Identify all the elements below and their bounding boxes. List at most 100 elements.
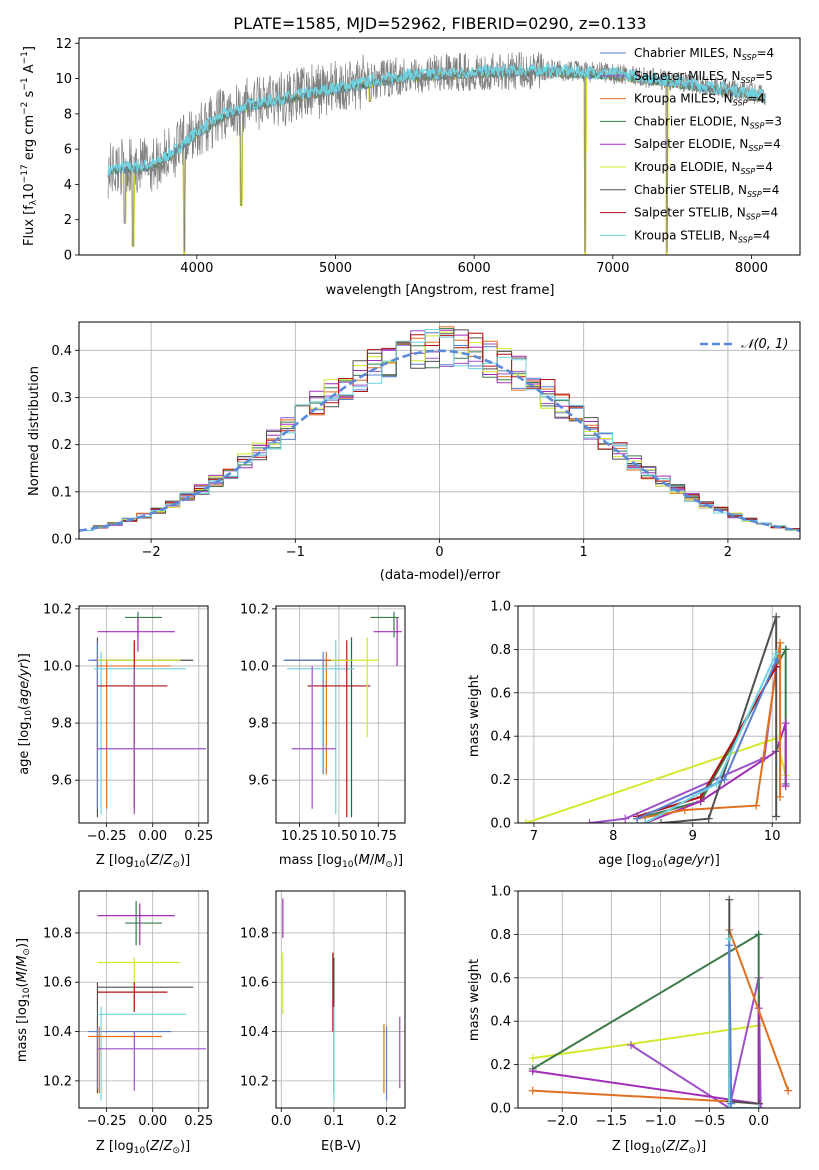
y-tick-label: 8 — [64, 107, 72, 122]
mass-weight-marker — [754, 1104, 763, 1108]
axes-frame — [517, 890, 801, 1109]
x-tick-label: 7000 — [596, 261, 629, 276]
panel8-ylabel: mass weight — [467, 959, 482, 1041]
axes-frame — [78, 605, 209, 824]
y-tick-label: 0.6 — [490, 971, 511, 986]
legend-subscript: SSP — [741, 167, 756, 176]
x-tick-label: 8 — [609, 829, 617, 844]
panel1-title: PLATE=1585, MJD=52962, FIBERID=0290, z=0… — [233, 14, 646, 33]
panel5-ylabel: mass weight — [467, 675, 482, 757]
x-tick-label: −1.5 — [596, 1114, 628, 1129]
mass-weight-marker — [585, 819, 594, 823]
legend-subscript: SSP — [738, 235, 753, 244]
panel-spectrum: 4000 5000 6000 7000 8000 0 2 4 6 8 10 12 Chabrier MI… — [55, 37, 801, 276]
panel6-xlabel: Z [log10(Z/Z⊙)] — [96, 1139, 190, 1156]
plot-area — [88, 611, 207, 818]
y-tick-label: 0.6 — [490, 686, 511, 701]
mass-weight-marker — [772, 812, 781, 821]
y-tick-label: 0.8 — [490, 643, 511, 658]
y-tick-label: 9.6 — [51, 774, 72, 789]
y-tick-label: 10.4 — [43, 1025, 72, 1040]
plot-area — [107, 51, 766, 255]
y-tick-label: 9.6 — [248, 774, 269, 789]
y-tick-label: 0.2 — [51, 438, 72, 453]
mass-weight-marker — [772, 649, 781, 658]
plot-area — [79, 326, 800, 532]
y-tick-label: 0.4 — [490, 730, 511, 745]
x-tick-label: 0.00 — [138, 829, 167, 844]
mass-weight-marker — [772, 612, 781, 621]
mass-weight-marker — [696, 792, 705, 801]
mass-weight-marker — [528, 1086, 537, 1095]
panel8-xlabel: Z [log10(Z/Z⊙)] — [612, 1139, 706, 1156]
y-tick-label: 10.0 — [43, 659, 72, 674]
legend-value: =5 — [755, 69, 773, 83]
panel-residuals: −2 −1 0 1 2 0.0 0.1 0.2 0.3 0.4 𝒩(0, 1) — [51, 321, 801, 560]
x-tick-label: 0.1 — [324, 1114, 345, 1129]
x-tick-label: 0.0 — [271, 1114, 292, 1129]
y-tick-label: 10.8 — [43, 926, 72, 941]
y-tick-label: 0.3 — [51, 391, 72, 406]
legend-value: =4 — [756, 46, 774, 60]
y-tick-label: 10.2 — [43, 602, 72, 617]
axes-frame — [517, 605, 801, 824]
mass-weight-marker — [680, 805, 689, 814]
legend-subscript: SSP — [750, 121, 765, 130]
mass-weight-marker — [752, 801, 761, 810]
plot-area — [88, 900, 207, 1101]
plot-area — [283, 611, 402, 818]
y-tick-label: 0.0 — [51, 533, 72, 548]
panel2-xlabel: (data-model)/error — [380, 568, 501, 583]
mass-weight-marker — [633, 814, 642, 823]
mass-weight-marker — [621, 814, 630, 823]
panel-mass-age: 10.25 10.50 10.75 9.6 9.8 10.0 10.2 — [240, 602, 406, 844]
x-tick-label: 0 — [435, 545, 443, 560]
y-tick-label: 10.6 — [43, 976, 72, 991]
x-tick-label: −0.5 — [694, 1114, 726, 1129]
legend-subscript: SSP — [748, 144, 763, 153]
mass-weight-marker — [725, 1104, 734, 1108]
y-tick-label: 10.2 — [240, 602, 269, 617]
data-spectrum-line — [107, 51, 766, 252]
legend-label: Chabrier MILES, NSSP=4 — [634, 46, 774, 62]
mass-weight-marker — [521, 819, 530, 823]
y-tick-label: 10 — [55, 72, 72, 87]
x-tick-label: 10 — [764, 829, 781, 844]
mass-weight-marker — [781, 782, 790, 791]
plot-area — [282, 898, 401, 1101]
y-tick-label: 0.1 — [51, 485, 72, 500]
mass-weight-marker — [528, 1054, 537, 1063]
x-tick-label: 1 — [580, 545, 588, 560]
mass-weight-marker — [626, 1041, 635, 1050]
legend-label: 𝒩(0, 1) — [741, 337, 788, 352]
x-tick-label: −1.0 — [645, 1114, 677, 1129]
histogram-step — [79, 332, 800, 531]
legend-value: =4 — [760, 206, 778, 220]
y-tick-label: 9.8 — [248, 717, 269, 732]
y-tick-label: 4 — [64, 178, 72, 193]
plot-area — [528, 895, 793, 1108]
legend-value: =4 — [747, 92, 765, 106]
legend-subscript: SSP — [741, 76, 756, 85]
legend-subscript: SSP — [733, 99, 748, 108]
legend-label: Kroupa MILES, NSSP=4 — [634, 92, 765, 108]
mass-weight-marker — [776, 792, 785, 801]
plot-area — [521, 612, 790, 823]
y-tick-label: 0.2 — [490, 1058, 511, 1073]
x-tick-label: −1 — [286, 545, 305, 560]
mass-weight-marker — [756, 1104, 765, 1108]
x-tick-label: 0.25 — [184, 829, 213, 844]
legend-value: =4 — [762, 183, 780, 197]
legend-subscript: SSP — [747, 190, 762, 199]
legend-label: Salpeter STELIB, NSSP=4 — [634, 206, 778, 222]
y-tick-label: 10.6 — [240, 976, 269, 991]
mass-weight-marker — [754, 930, 763, 939]
mass-weight-marker — [781, 719, 790, 728]
y-tick-label: 10.4 — [240, 1025, 269, 1040]
y-tick-label: 0.4 — [51, 344, 72, 359]
y-tick-label: 0.8 — [490, 928, 511, 943]
y-tick-label: 6 — [64, 143, 72, 158]
legend-label: Chabrier STELIB, NSSP=4 — [634, 183, 779, 199]
mass-weight-marker — [725, 941, 734, 950]
